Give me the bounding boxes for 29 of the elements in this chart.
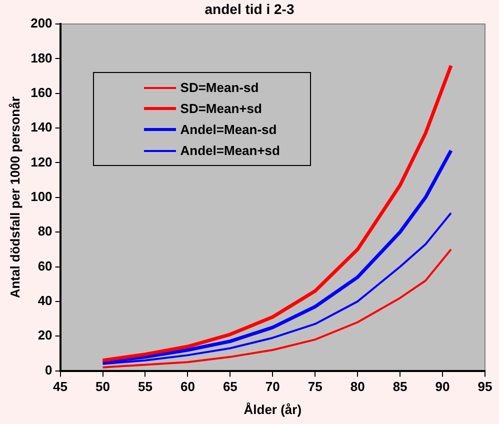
legend-label: Andel=Mean+sd	[180, 143, 280, 158]
y-tick-label: 140	[30, 120, 52, 135]
x-tick-label: 85	[392, 379, 408, 394]
legend-label: Andel=Mean-sd	[180, 122, 277, 137]
y-tick-label: 0	[45, 362, 52, 378]
x-tick-label: 90	[435, 379, 450, 394]
y-tick-label: 40	[38, 293, 52, 308]
x-tick-label: 55	[138, 379, 152, 394]
x-tick-label: 95	[478, 379, 492, 394]
x-tick-label: 80	[350, 379, 365, 394]
x-axis-title: Ålder (år)	[244, 402, 302, 417]
x-tick-label: 50	[96, 379, 110, 394]
y-tick-label: 80	[38, 224, 52, 239]
y-tick-label: 100	[30, 188, 52, 204]
legend-label: SD=Mean+sd	[180, 101, 262, 116]
legend-label: SD=Mean-sd	[180, 80, 259, 95]
x-tick-label: 70	[265, 379, 280, 394]
y-tick-label: 60	[38, 258, 52, 274]
y-tick-label: 160	[30, 84, 52, 100]
y-tick-label: 180	[30, 50, 52, 66]
y-axis-title: Antal dödsfall per 1000 personår	[7, 96, 22, 298]
x-tick-label: 65	[222, 379, 238, 394]
x-tick-label: 45	[53, 379, 68, 394]
x-tick-label: 75	[308, 379, 322, 394]
x-tick-label: 60	[180, 379, 195, 394]
y-tick-label: 20	[38, 328, 52, 343]
y-tick-label: 200	[30, 16, 52, 31]
chart-title: andel tid i 2-3	[204, 1, 296, 17]
y-tick-label: 120	[30, 154, 52, 170]
